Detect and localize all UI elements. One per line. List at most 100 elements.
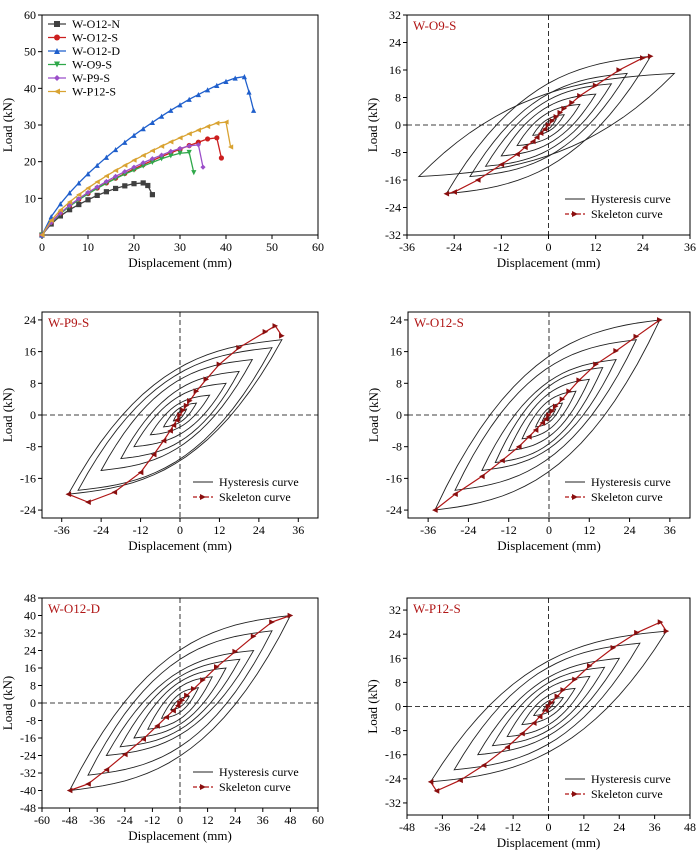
x-tick-label: -36 xyxy=(434,820,450,834)
skeleton-point xyxy=(541,126,548,132)
data-point xyxy=(246,89,252,95)
skeleton-point xyxy=(514,151,520,158)
y-tick-label: -16 xyxy=(385,173,401,187)
y-axis-label: Load (kN) xyxy=(0,388,15,443)
skeleton-point xyxy=(633,333,640,340)
x-tick-label: 12 xyxy=(590,240,602,254)
data-point xyxy=(67,207,73,213)
x-axis-label: Displacement (mm) xyxy=(128,255,232,270)
x-tick-label: 48 xyxy=(284,813,296,827)
y-tick-label: -16 xyxy=(20,471,36,485)
data-point xyxy=(214,135,220,141)
skeleton-point xyxy=(539,420,546,426)
y-tick-label: 16 xyxy=(24,345,36,359)
skeleton-point xyxy=(519,730,525,737)
y-tick-label: 8 xyxy=(396,376,402,390)
data-point xyxy=(149,192,155,198)
x-tick-label: -48 xyxy=(62,813,78,827)
data-point xyxy=(140,126,146,132)
x-tick-label: -36 xyxy=(54,523,70,537)
x-tick-label: -36 xyxy=(89,813,105,827)
hysteresis-loop xyxy=(67,339,283,495)
data-point xyxy=(140,163,146,169)
data-point xyxy=(186,96,192,102)
x-tick-label: -24 xyxy=(117,813,133,827)
legend-marker xyxy=(200,784,206,790)
skeleton-point xyxy=(552,403,559,410)
y-tick-label: 0 xyxy=(395,700,401,714)
data-point xyxy=(159,152,165,158)
skeleton-point xyxy=(214,664,220,670)
data-point xyxy=(228,144,234,150)
x-axis-label: Displacement (mm) xyxy=(497,835,601,850)
y-tick-label: -24 xyxy=(20,503,36,517)
y-tick-label: 10 xyxy=(24,191,36,205)
data-point xyxy=(223,78,229,84)
data-point xyxy=(168,139,174,145)
data-point xyxy=(113,167,119,174)
y-tick-label: 32 xyxy=(389,8,401,22)
chart-5: -48 -36 -24 -12 0 12 24 36 48 -32 -24 -16 -8 0 8 16 24 32… xyxy=(365,597,696,850)
legend-marker xyxy=(54,88,60,95)
skeleton-point xyxy=(479,473,485,480)
skeleton-point xyxy=(216,361,223,368)
y-tick-label: 50 xyxy=(24,45,36,59)
legend-marker xyxy=(54,48,60,54)
hysteresis-loop xyxy=(532,696,565,717)
data-point xyxy=(168,148,174,154)
skeleton-point xyxy=(287,612,294,619)
data-point xyxy=(67,190,73,196)
skeleton-point xyxy=(586,663,593,669)
skeleton-point xyxy=(657,619,664,625)
hysteresis-loop xyxy=(147,676,213,730)
data-point xyxy=(186,149,192,156)
series-line xyxy=(41,121,232,236)
hysteresis-loop xyxy=(133,667,227,739)
legend-marker xyxy=(572,211,578,217)
y-tick-label: 32 xyxy=(389,603,401,617)
skeleton-point xyxy=(177,412,183,418)
data-point xyxy=(218,155,224,161)
skeleton-point xyxy=(656,317,663,323)
skeleton-point xyxy=(560,687,567,693)
x-tick-label: 24 xyxy=(637,240,649,254)
hysteresis-loop xyxy=(119,658,241,748)
hysteresis-loop xyxy=(120,370,240,460)
series-W-O12-D xyxy=(39,74,257,238)
skeleton-point xyxy=(569,99,575,106)
data-point xyxy=(186,143,192,149)
data-point xyxy=(131,157,137,163)
legend-label: W-P12-S xyxy=(72,85,116,99)
skeleton-point xyxy=(504,744,511,750)
skeleton-point xyxy=(262,329,269,335)
data-point xyxy=(94,184,100,190)
hysteresis-loop xyxy=(507,378,591,452)
data-point xyxy=(103,154,109,160)
y-tick-label: 16 xyxy=(24,661,36,675)
data-point xyxy=(195,127,201,133)
hysteresis-loop xyxy=(454,339,638,491)
data-point xyxy=(140,180,146,186)
series-line xyxy=(41,144,204,236)
x-tick-label: 36 xyxy=(292,523,304,537)
skeleton-point xyxy=(554,693,561,700)
y-tick-label: 8 xyxy=(30,376,36,390)
x-tick-label: 24 xyxy=(253,523,265,537)
skeleton-point xyxy=(515,443,522,450)
chart-4: -60 -48 -36 -24 -12 0 12 24 36 48 60-48-40-32-24-1… xyxy=(0,591,324,843)
hysteresis-loop xyxy=(476,657,621,756)
x-tick-label: 0 xyxy=(546,523,552,537)
skeleton-point xyxy=(236,344,242,351)
legend-label: W-O12-D xyxy=(72,44,120,58)
data-point xyxy=(177,150,183,156)
data-point xyxy=(85,171,91,177)
panel-title: W-O9-S xyxy=(413,18,456,33)
skeleton-curve xyxy=(66,612,294,794)
y-tick-label: 8 xyxy=(395,91,401,105)
skeleton-point xyxy=(640,55,646,61)
skeleton-point xyxy=(616,67,623,73)
y-tick-label: 24 xyxy=(390,313,402,327)
legend-label: W-O12-S xyxy=(72,31,118,45)
data-point xyxy=(103,189,109,195)
y-tick-label: -40 xyxy=(20,784,36,798)
